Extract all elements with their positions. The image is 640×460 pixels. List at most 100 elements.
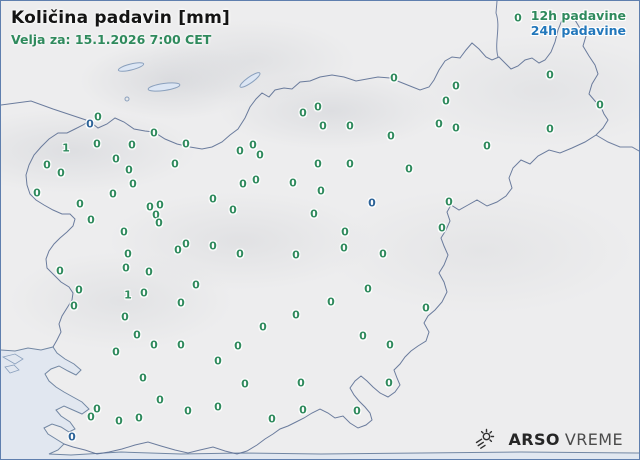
station-value-12h: 0 xyxy=(442,94,450,108)
coastline xyxy=(1,346,639,456)
station-value-12h: 1 xyxy=(124,288,132,302)
legend: 12h padavine 24h padavine xyxy=(531,8,626,38)
station-value-12h: 0 xyxy=(310,207,318,221)
station-value-12h: 0 xyxy=(128,138,136,152)
brand-text: ARSO VREME xyxy=(508,430,623,449)
station-value-12h: 0 xyxy=(256,148,264,162)
station-value-12h: 0 xyxy=(94,110,102,124)
station-value-12h: 0 xyxy=(314,157,322,171)
station-value-12h: 0 xyxy=(120,225,128,239)
lakes xyxy=(117,62,261,102)
station-value-12h: 0 xyxy=(546,68,554,82)
page-title: Količina padavin [mm] xyxy=(11,8,230,28)
station-value-12h: 0 xyxy=(115,414,123,428)
station-value-12h: 0 xyxy=(445,195,453,209)
station-value-12h: 0 xyxy=(239,177,247,191)
station-value-12h: 0 xyxy=(152,208,160,222)
station-value-12h: 0 xyxy=(422,301,430,315)
title-block: Količina padavin [mm] Velja za: 15.1.202… xyxy=(11,8,230,47)
station-value-12h: 0 xyxy=(112,345,120,359)
station-value-12h: 0 xyxy=(124,247,132,261)
station-value-12h: 0 xyxy=(359,329,367,343)
station-value-12h: 0 xyxy=(596,98,604,112)
station-value-12h: 0 xyxy=(57,166,65,180)
station-value-12h: 0 xyxy=(327,295,335,309)
station-value-12h: 0 xyxy=(340,241,348,255)
neighbour-borders xyxy=(495,1,639,152)
station-value-12h: 0 xyxy=(299,403,307,417)
station-value-12h: 0 xyxy=(341,225,349,239)
station-value-12h: 0 xyxy=(452,79,460,93)
station-value-12h: 0 xyxy=(177,338,185,352)
station-value-24h: 0 xyxy=(68,430,76,444)
station-value-12h: 0 xyxy=(122,261,130,275)
station-value-12h: 0 xyxy=(93,137,101,151)
station-value-12h: 0 xyxy=(390,71,398,85)
station-value-12h: 0 xyxy=(112,152,120,166)
station-value-12h: 0 xyxy=(43,158,51,172)
station-value-12h: 0 xyxy=(133,328,141,342)
station-value-12h: 0 xyxy=(93,402,101,416)
station-value-12h: 0 xyxy=(184,404,192,418)
station-value-12h: 0 xyxy=(353,404,361,418)
station-value-12h: 0 xyxy=(214,400,222,414)
station-value-12h: 0 xyxy=(229,203,237,217)
station-value-12h: 0 xyxy=(364,282,372,296)
station-value-12h: 0 xyxy=(209,192,217,206)
slovenia-border xyxy=(1,13,609,455)
station-value-24h: 0 xyxy=(86,117,94,131)
station-value-12h: 0 xyxy=(387,129,395,143)
station-value-12h: 0 xyxy=(241,377,249,391)
station-value-12h: 0 xyxy=(174,243,182,257)
station-value-12h: 0 xyxy=(76,197,84,211)
station-value-12h: 0 xyxy=(156,393,164,407)
station-value-12h: 0 xyxy=(292,248,300,262)
station-value-12h: 0 xyxy=(135,411,143,425)
valid-time: Velja za: 15.1.2026 7:00 CET xyxy=(11,32,212,47)
station-value-12h: 0 xyxy=(150,338,158,352)
station-value-12h: 0 xyxy=(379,247,387,261)
station-value-12h: 0 xyxy=(146,200,154,214)
station-value-12h: 0 xyxy=(156,198,164,212)
legend-item-24h[interactable]: 24h padavine xyxy=(530,23,626,38)
station-value-12h: 1 xyxy=(62,141,70,155)
station-value-12h: 0 xyxy=(182,137,190,151)
station-value-12h: 0 xyxy=(56,264,64,278)
station-value-12h: 0 xyxy=(70,299,78,313)
station-value-12h: 0 xyxy=(252,173,260,187)
station-value-12h: 0 xyxy=(317,184,325,198)
station-value-12h: 0 xyxy=(236,144,244,158)
station-value-12h: 0 xyxy=(33,186,41,200)
station-value-12h: 0 xyxy=(435,117,443,131)
station-value-12h: 0 xyxy=(177,296,185,310)
station-value-12h: 0 xyxy=(289,176,297,190)
station-value-12h: 0 xyxy=(150,126,158,140)
station-value-12h: 0 xyxy=(259,320,267,334)
station-value-12h: 0 xyxy=(452,121,460,135)
lagoon xyxy=(1,353,24,374)
sun-weather-icon xyxy=(476,428,495,449)
station-value-12h: 0 xyxy=(385,376,393,390)
station-value-12h: 0 xyxy=(438,221,446,235)
station-value-12h: 0 xyxy=(125,163,133,177)
station-value-12h: 0 xyxy=(299,106,307,120)
station-value-12h: 0 xyxy=(192,278,200,292)
station-value-12h: 0 xyxy=(483,139,491,153)
station-value-12h: 0 xyxy=(121,310,129,324)
station-value-12h: 0 xyxy=(182,237,190,251)
station-value-12h: 0 xyxy=(292,308,300,322)
brand-arso: ARSO xyxy=(508,429,560,449)
station-value-12h: 0 xyxy=(145,265,153,279)
legend-item-12h[interactable]: 12h padavine xyxy=(530,8,626,23)
station-value-12h: 0 xyxy=(297,376,305,390)
brand-vreme: VREME xyxy=(564,429,623,449)
station-value-12h: 0 xyxy=(268,412,276,426)
station-value-12h: 0 xyxy=(75,283,83,297)
station-value-12h: 0 xyxy=(346,119,354,133)
station-value-12h: 0 xyxy=(155,216,163,230)
arso-vreme-logo: ARSO VREME xyxy=(473,428,623,450)
station-value-12h: 0 xyxy=(546,122,554,136)
station-value-12h: 0 xyxy=(129,177,137,191)
